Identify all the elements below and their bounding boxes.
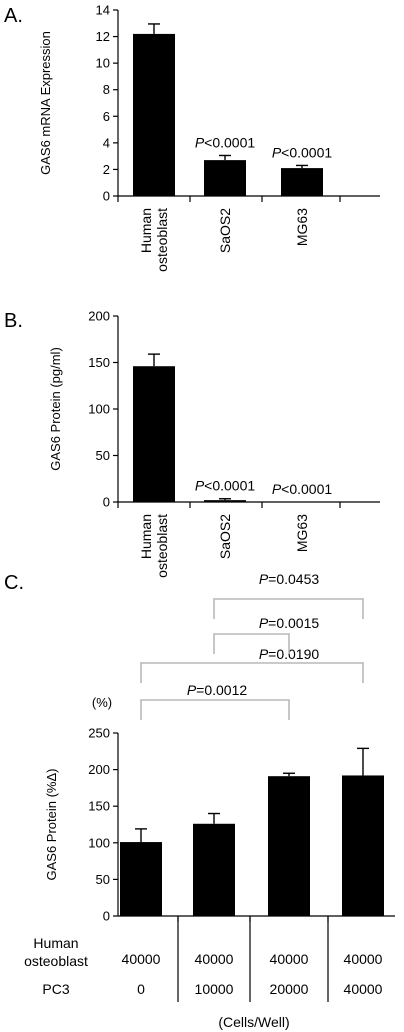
panel-2-y-tick-label: 150 [88, 355, 110, 370]
panel-3-comparison-label: P=0.0015 [259, 615, 320, 631]
panel-1-bar [204, 160, 246, 196]
panel-3-row-value: 0 [137, 981, 145, 997]
panel-3-comparison-bracket [140, 662, 364, 683]
panel-3-footer: (Cells/Well) [218, 1014, 289, 1030]
panel-3-comparison-bracket [213, 598, 364, 619]
panel-3-unit-label: (%) [92, 695, 112, 710]
panel-1-category-label: osteoblast [154, 208, 170, 272]
panel-3-row-label: PC3 [42, 981, 69, 997]
panel-1-p-annotation: P<0.0001 [195, 134, 256, 150]
panel-1-category-label: SaOS2 [217, 208, 233, 253]
panel-2-label: B. [4, 310, 23, 332]
panel-1-bar [281, 168, 323, 196]
panel-3-comparison-label-value: =0.0453 [268, 571, 319, 587]
panel-2-p-annotation-value: <0.0001 [281, 481, 332, 497]
panel-1-p-annotation: P<0.0001 [272, 144, 333, 160]
panel-2-p-annotation-italic-p: P [272, 481, 282, 497]
panel-2-bar [204, 500, 246, 502]
panel-1-category-label: Human [138, 208, 154, 253]
panel-3-row-value: 40000 [344, 951, 383, 967]
panel-3-comparison-label: P=0.0453 [259, 571, 320, 587]
panel-3-bar [342, 775, 384, 916]
panel-3-row-value: 20000 [270, 981, 309, 997]
panel-3-y-tick-label: 250 [88, 726, 110, 741]
panel-3-y-tick-label: 0 [103, 909, 110, 924]
panel-2-p-annotation: P<0.0001 [272, 481, 333, 497]
panel-3-row-value: 40000 [344, 981, 383, 997]
panel-3-comparison-bracket [213, 633, 290, 654]
panel-2-y-tick-label: 0 [103, 495, 110, 510]
panel-3-comparison-label-italic-p: P [259, 615, 269, 631]
panel-3-y-tick-label: 200 [88, 762, 110, 777]
panel-3-comparison-label-value: =0.0190 [268, 646, 319, 662]
panel-3-comparison-label-italic-p: P [187, 682, 197, 698]
panel-2-p-annotation: P<0.0001 [195, 478, 256, 494]
panel-2-category-label: MG63 [294, 514, 310, 552]
panel-2-bar [133, 366, 175, 502]
panel-3-row-value: 10000 [195, 981, 234, 997]
panel-2-p-annotation-value: <0.0001 [204, 478, 255, 494]
panel-2-category-label: SaOS2 [217, 514, 233, 559]
panel-3-row-value: 40000 [195, 951, 234, 967]
panel-3-bar [268, 776, 310, 916]
panel-1-p-annotation-italic-p: P [195, 134, 205, 150]
panel-1-y-tick-label: 0 [103, 189, 110, 204]
panel-3-row-value: 40000 [270, 951, 309, 967]
panel-1-y-tick-label: 2 [103, 162, 110, 177]
panel-3-bar [193, 823, 235, 916]
panel-2-y-tick-label: 100 [88, 402, 110, 417]
panel-1-p-annotation-italic-p: P [272, 144, 282, 160]
panel-3-y-axis-title: GAS6 Protein (%Δ) [44, 769, 59, 881]
panel-3-y-tick-label: 50 [96, 872, 110, 887]
panel-3-row-value: 40000 [122, 951, 161, 967]
panel-3-row-label: osteoblast [24, 953, 88, 969]
panel-2-y-tick-label: 200 [88, 309, 110, 324]
panel-1-p-annotation-value: <0.0001 [281, 144, 332, 160]
panel-2-category-label: osteoblast [154, 514, 170, 578]
panel-1-y-tick-label: 12 [96, 29, 110, 44]
panel-3-y-tick-label: 100 [88, 835, 110, 850]
panel-3-bar [120, 842, 162, 916]
panel-2-p-annotation-italic-p: P [195, 478, 205, 494]
panel-3-comparison-label-value: =0.0012 [196, 682, 247, 698]
panel-1-y-axis-title: GAS6 mRNA Expression [38, 31, 53, 175]
panel-2-category-label: Human [138, 514, 154, 559]
panel-1-y-tick-label: 14 [96, 3, 110, 18]
panel-3-comparison-bracket [140, 699, 290, 720]
panel-3-label: C. [4, 572, 24, 594]
panel-2-y-tick-label: 50 [96, 448, 110, 463]
panel-2-y-axis-title: GAS6 Protein (pg/ml) [48, 347, 63, 471]
panel-1-p-annotation-value: <0.0001 [204, 134, 255, 150]
panel-1-label: A. [4, 5, 23, 27]
panel-3-y-tick-label: 150 [88, 799, 110, 814]
panel-3-comparison-label: P=0.0190 [259, 646, 320, 662]
panel-1-y-tick-label: 10 [96, 56, 110, 71]
panel-3-comparison-label-italic-p: P [259, 646, 269, 662]
panel-1-y-tick-label: 4 [103, 135, 110, 150]
panel-1-y-tick-label: 6 [103, 109, 110, 124]
panel-3-row-label: Human [33, 935, 78, 951]
panel-3-comparison-label: P=0.0012 [187, 682, 248, 698]
panel-1-bar [133, 33, 175, 196]
panel-3-comparison-label-italic-p: P [259, 571, 269, 587]
panel-1-category-label: MG63 [294, 208, 310, 246]
panel-1-y-tick-label: 8 [103, 82, 110, 97]
panel-3-comparison-label-value: =0.0015 [268, 615, 319, 631]
